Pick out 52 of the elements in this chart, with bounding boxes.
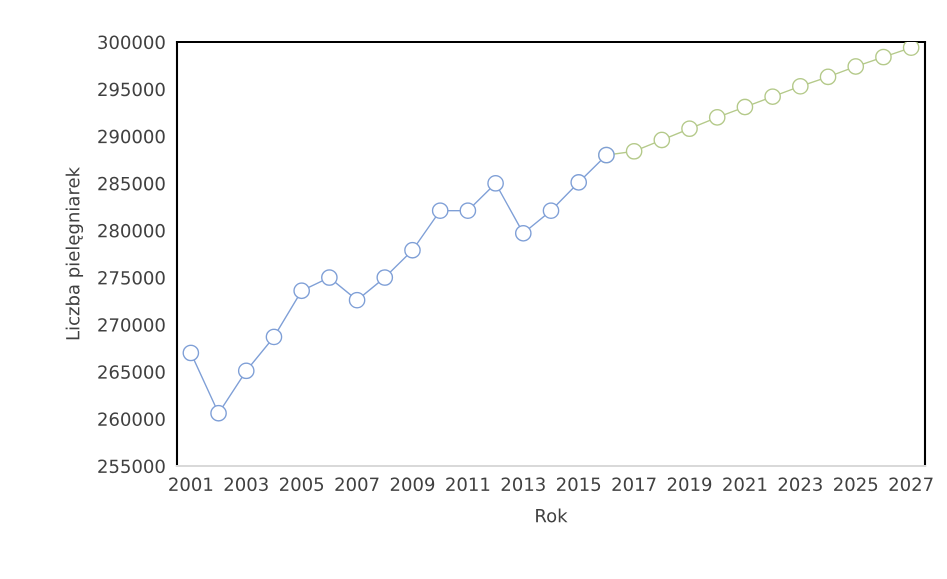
point <box>432 202 449 219</box>
x-tick-label: 2001 <box>169 477 212 492</box>
y-tick-label: 290000 <box>98 130 165 144</box>
point <box>293 282 310 300</box>
point <box>460 202 476 219</box>
y-tick-label: 295000 <box>98 82 165 96</box>
x-tick-label: 2009 <box>390 477 434 492</box>
point <box>902 42 920 56</box>
point <box>321 269 338 286</box>
point <box>847 58 864 75</box>
point <box>404 242 421 259</box>
x-tick-label: 2005 <box>280 477 324 492</box>
point <box>570 174 588 191</box>
point <box>653 132 670 148</box>
point <box>681 120 698 138</box>
point <box>708 109 726 126</box>
point <box>182 344 200 362</box>
x-tick-label: 2015 <box>557 477 600 492</box>
x-tick-label: 2027 <box>889 477 933 492</box>
x-tick-label: 2011 <box>446 477 490 492</box>
point <box>792 78 809 95</box>
y-tick-label: 300000 <box>98 35 165 50</box>
point <box>266 328 282 346</box>
y-tick-label: 285000 <box>98 176 165 190</box>
point <box>376 269 394 286</box>
x-tick-label: 2025 <box>834 477 878 492</box>
y-tick-label: 275000 <box>98 271 165 285</box>
x-tick-label: 2023 <box>778 477 822 492</box>
point <box>542 202 560 219</box>
y-tick-label: 260000 <box>98 412 165 426</box>
point <box>487 175 504 192</box>
x-tick-label: 2019 <box>668 477 712 492</box>
point <box>348 292 366 309</box>
y-axis-title: Liczba pielęgniarek <box>66 167 84 340</box>
x-tick-label: 2013 <box>502 477 545 492</box>
y-tick-label: 270000 <box>98 318 165 332</box>
point <box>626 142 642 160</box>
point <box>238 362 255 380</box>
x-tick-label: 2007 <box>335 477 379 492</box>
point <box>514 224 532 242</box>
x-tick-label: 2017 <box>612 477 656 492</box>
y-tick-label: 255000 <box>98 459 165 474</box>
x-tick-label: 2003 <box>224 477 268 492</box>
x-axis-title: Rok <box>536 508 568 522</box>
y-tick-label: 280000 <box>98 224 165 238</box>
point <box>764 88 781 105</box>
y-tick-label: 265000 <box>98 365 165 379</box>
point <box>875 48 892 66</box>
x-tick-label: 2021 <box>723 477 766 492</box>
point <box>820 68 836 86</box>
point <box>210 404 227 422</box>
point <box>736 98 754 116</box>
